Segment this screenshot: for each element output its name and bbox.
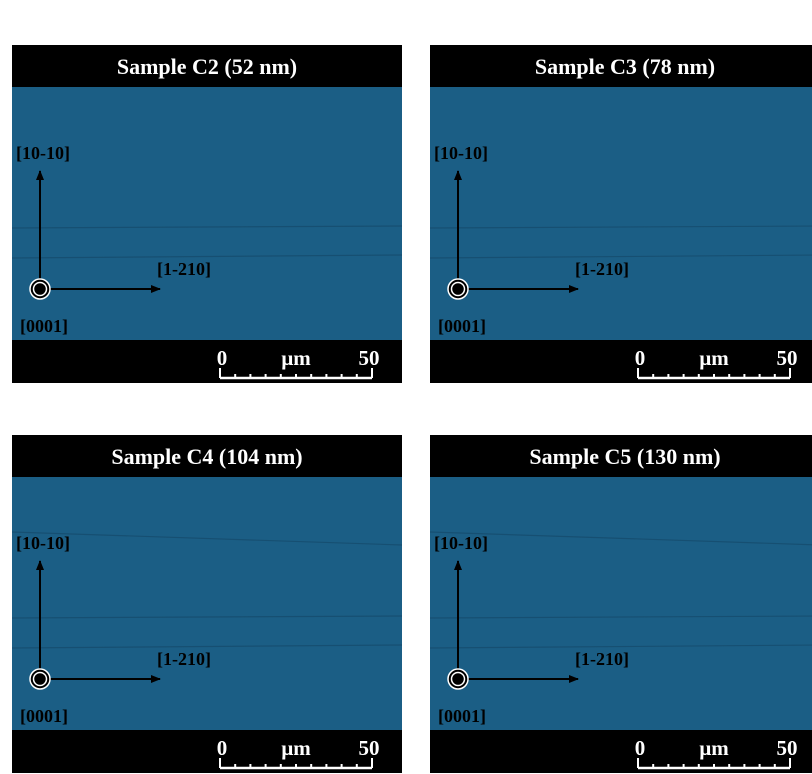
axis-origin-dot <box>450 281 466 297</box>
scale-label: 50 <box>777 346 798 370</box>
panel-letter: a <box>12 10 27 43</box>
scale-label: µm <box>281 736 311 760</box>
axis-label: [1-210] <box>157 649 211 669</box>
header-bar <box>12 435 402 477</box>
panel: c Sample C4 (104 nm) [10-10] [1-210] [0001] 0… <box>12 400 403 773</box>
panel-title: Sample C5 (130 nm) <box>529 444 720 469</box>
panel-letter: d <box>430 400 447 433</box>
header-bar <box>430 45 812 87</box>
header-bar <box>430 435 812 477</box>
step-line <box>12 225 403 229</box>
step-line <box>12 615 403 619</box>
scale-label: 0 <box>217 346 228 370</box>
step-line <box>12 254 403 259</box>
micrograph <box>12 477 402 730</box>
scale-label: 0 <box>635 736 646 760</box>
micrograph <box>430 477 812 730</box>
panel: d Sample C5 (130 nm) [10-10] [1-210] [0001] 0… <box>430 400 812 773</box>
micrograph <box>12 87 402 340</box>
scale-label: µm <box>699 346 729 370</box>
step-line <box>430 225 812 229</box>
step-line <box>12 531 403 546</box>
step-line <box>430 615 812 619</box>
axis-label: [1-210] <box>575 259 629 279</box>
axis-label: [1-210] <box>575 649 629 669</box>
axis-label: [0001] <box>20 316 68 336</box>
axis-label: [1-210] <box>157 259 211 279</box>
scale-label: 50 <box>359 736 380 760</box>
scale-label: 50 <box>777 736 798 760</box>
axis-label: [10-10] <box>434 533 488 553</box>
footer-bar <box>12 730 402 773</box>
panel-title: Sample C3 (78 nm) <box>535 54 715 79</box>
panel: b Sample C3 (78 nm) [10-10] [1-210] [0001] 0 µ… <box>430 10 812 383</box>
scale-label: µm <box>699 736 729 760</box>
footer-bar <box>12 340 402 383</box>
axis-label: [10-10] <box>16 533 70 553</box>
axis-label: [0001] <box>20 706 68 726</box>
panel-title: Sample C4 (104 nm) <box>111 444 302 469</box>
scale-label: µm <box>281 346 311 370</box>
axis-origin-dot <box>32 281 48 297</box>
axis-origin-dot <box>32 671 48 687</box>
scale-label: 50 <box>359 346 380 370</box>
scale-label: 0 <box>217 736 228 760</box>
axis-label: [0001] <box>438 706 486 726</box>
panel-letter: c <box>12 400 25 433</box>
axis-label: [0001] <box>438 316 486 336</box>
footer-bar <box>430 730 812 773</box>
panel-title: Sample C2 (52 nm) <box>117 54 297 79</box>
header-bar <box>12 45 402 87</box>
micrograph <box>430 87 812 340</box>
axis-origin-dot <box>450 671 466 687</box>
step-line <box>430 254 812 259</box>
panel: a Sample C2 (52 nm) [10-10] [1-210] [0001] 0 µ… <box>12 10 403 383</box>
scale-label: 0 <box>635 346 646 370</box>
footer-bar <box>430 340 812 383</box>
panel-letter: b <box>430 10 447 43</box>
axis-label: [10-10] <box>434 143 488 163</box>
step-line <box>12 644 403 649</box>
step-line <box>430 531 812 546</box>
step-line <box>430 644 812 649</box>
axis-label: [10-10] <box>16 143 70 163</box>
